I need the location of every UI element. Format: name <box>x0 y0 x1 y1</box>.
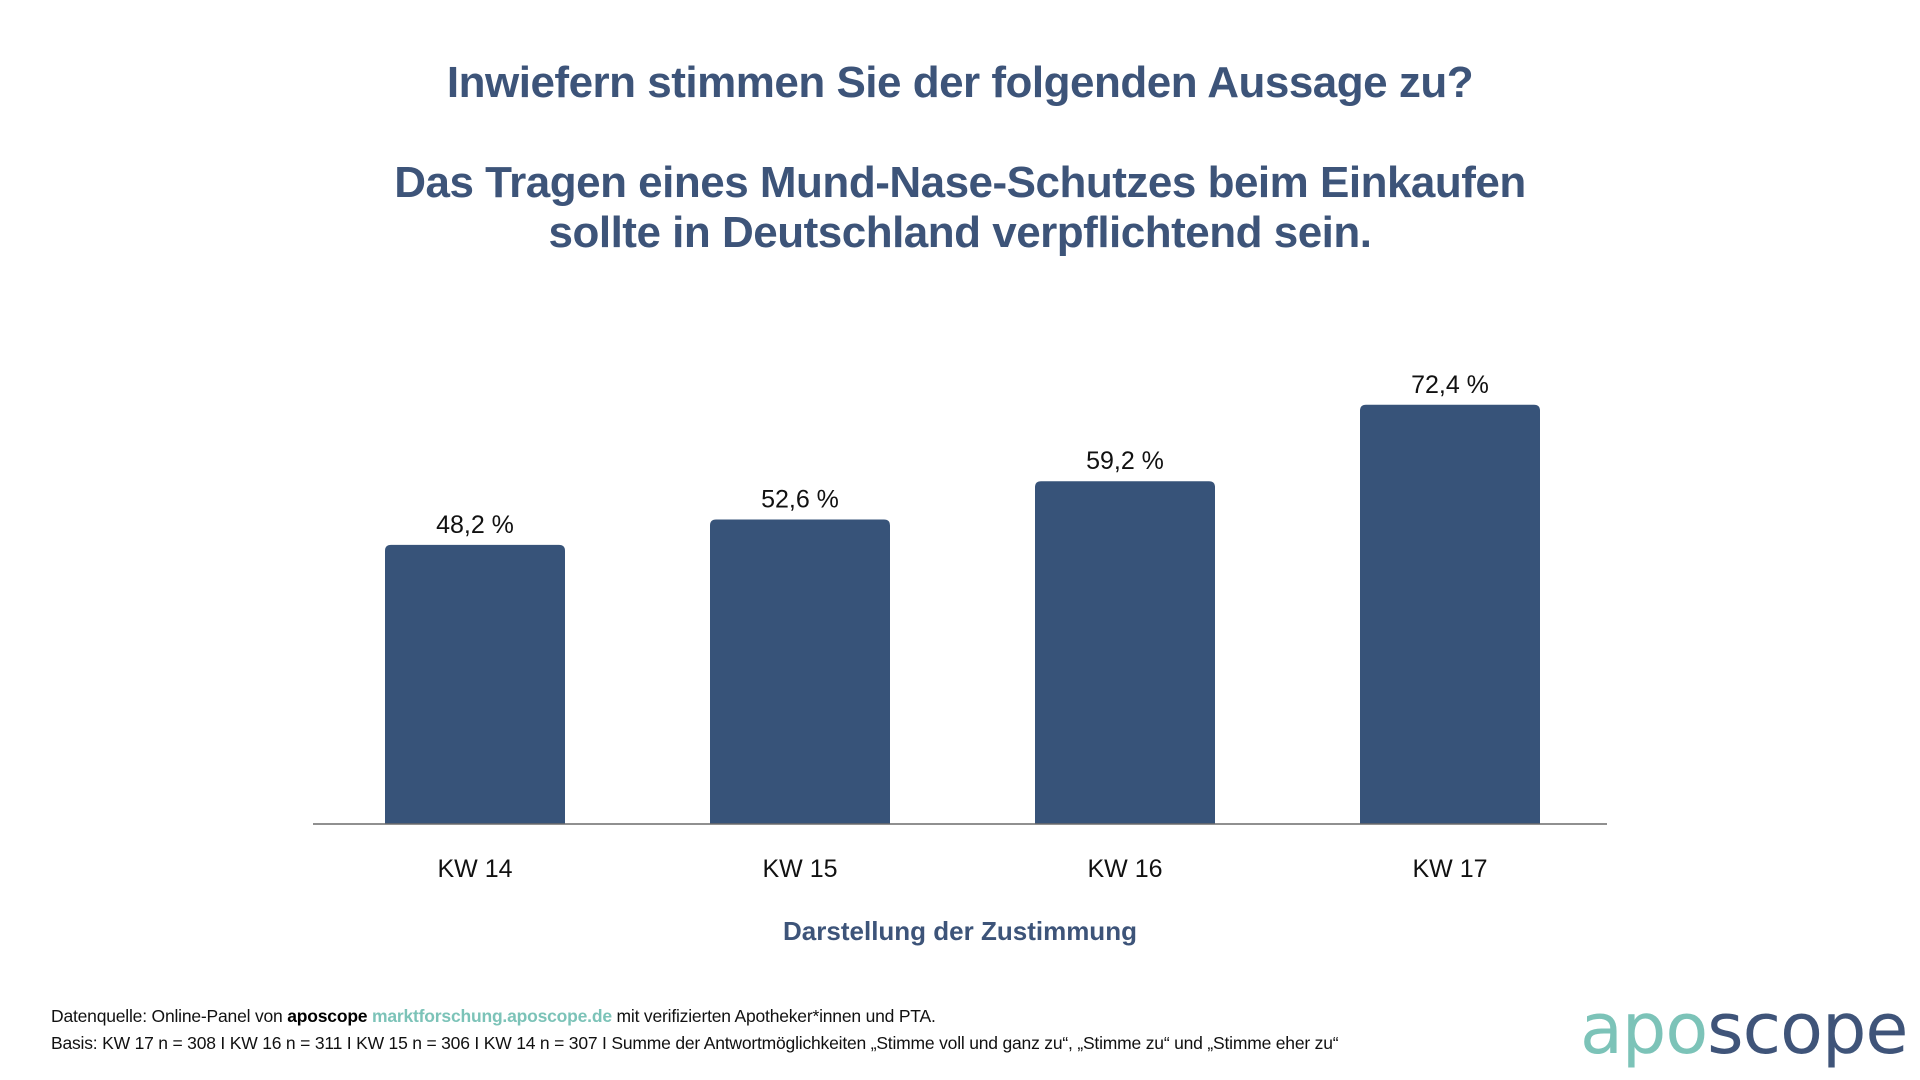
aposcope-logo: aposcope <box>1580 988 1908 1070</box>
category-labels-group: KW 14 KW 15 KW 16 KW 17 <box>437 855 1487 883</box>
value-labels-group: 48,2 % 52,6 % 59,2 % 72,4 % <box>436 371 1489 539</box>
statement-line-1: Das Tragen eines Mund-Nase-Schutzes beim… <box>394 158 1526 207</box>
value-label: 52,6 % <box>761 485 839 513</box>
category-label: KW 15 <box>762 855 837 883</box>
category-label: KW 16 <box>1087 855 1162 883</box>
category-label: KW 14 <box>437 855 512 883</box>
footer-source: Datenquelle: Online-Panel von aposcope m… <box>51 1006 936 1027</box>
category-label: KW 17 <box>1412 855 1487 883</box>
source-prefix: Datenquelle: Online-Panel von <box>51 1006 288 1026</box>
logo-part-scope: scope <box>1707 988 1908 1070</box>
source-suffix: mit verifizierten Apotheker*innen und PT… <box>611 1006 936 1026</box>
value-label: 48,2 % <box>436 511 514 539</box>
footer-basis: Basis: KW 17 n = 308 I KW 16 n = 311 I K… <box>51 1033 1339 1053</box>
value-label: 72,4 % <box>1411 371 1489 399</box>
x-axis-title: Darstellung der Zustimmung <box>783 916 1137 946</box>
bar-kw-17 <box>1360 404 1540 824</box>
bar-kw-14 <box>385 544 565 824</box>
chart-statement-title: Das Tragen eines Mund-Nase-Schutzes beim… <box>0 158 1920 258</box>
value-label: 59,2 % <box>1086 447 1164 475</box>
source-brand: aposcope <box>287 1006 368 1026</box>
source-link[interactable]: marktforschung.aposcope.de <box>372 1006 612 1026</box>
chart-question-title: Inwiefern stimmen Sie der folgenden Auss… <box>446 58 1474 107</box>
bars-group <box>385 404 1540 824</box>
statement-line-2: sollte in Deutschland verpflichtend sein… <box>548 208 1373 257</box>
bar-kw-15 <box>710 519 890 824</box>
logo-part-apo: apo <box>1580 988 1708 1070</box>
bar-kw-16 <box>1035 481 1215 824</box>
